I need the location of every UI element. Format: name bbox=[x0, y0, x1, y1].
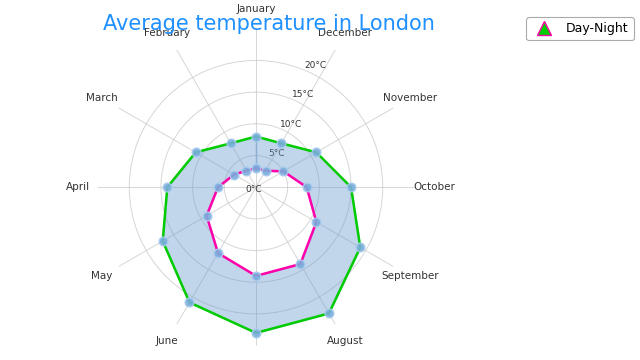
Point bbox=[260, 168, 271, 174]
Legend: Day-Night: Day-Night bbox=[526, 17, 634, 40]
Point bbox=[355, 244, 365, 250]
Point bbox=[295, 261, 305, 267]
Point bbox=[324, 311, 334, 316]
Point bbox=[213, 184, 223, 190]
Point bbox=[251, 273, 261, 279]
Point bbox=[241, 168, 252, 174]
Point bbox=[162, 184, 172, 190]
Text: Average temperature in London: Average temperature in London bbox=[103, 14, 435, 35]
Point bbox=[184, 300, 195, 305]
Point bbox=[311, 149, 321, 155]
Point bbox=[301, 184, 312, 190]
Point bbox=[251, 165, 261, 171]
Point bbox=[311, 219, 321, 225]
Point bbox=[251, 134, 261, 139]
Point bbox=[202, 213, 212, 219]
Point bbox=[225, 140, 236, 146]
Point bbox=[157, 238, 168, 244]
Point bbox=[229, 172, 239, 177]
Point bbox=[276, 140, 287, 146]
Point bbox=[213, 250, 223, 256]
Point bbox=[346, 184, 356, 190]
Point bbox=[191, 149, 201, 155]
Text: 0°C: 0°C bbox=[245, 185, 262, 194]
Point bbox=[251, 330, 261, 336]
Point bbox=[278, 168, 289, 174]
